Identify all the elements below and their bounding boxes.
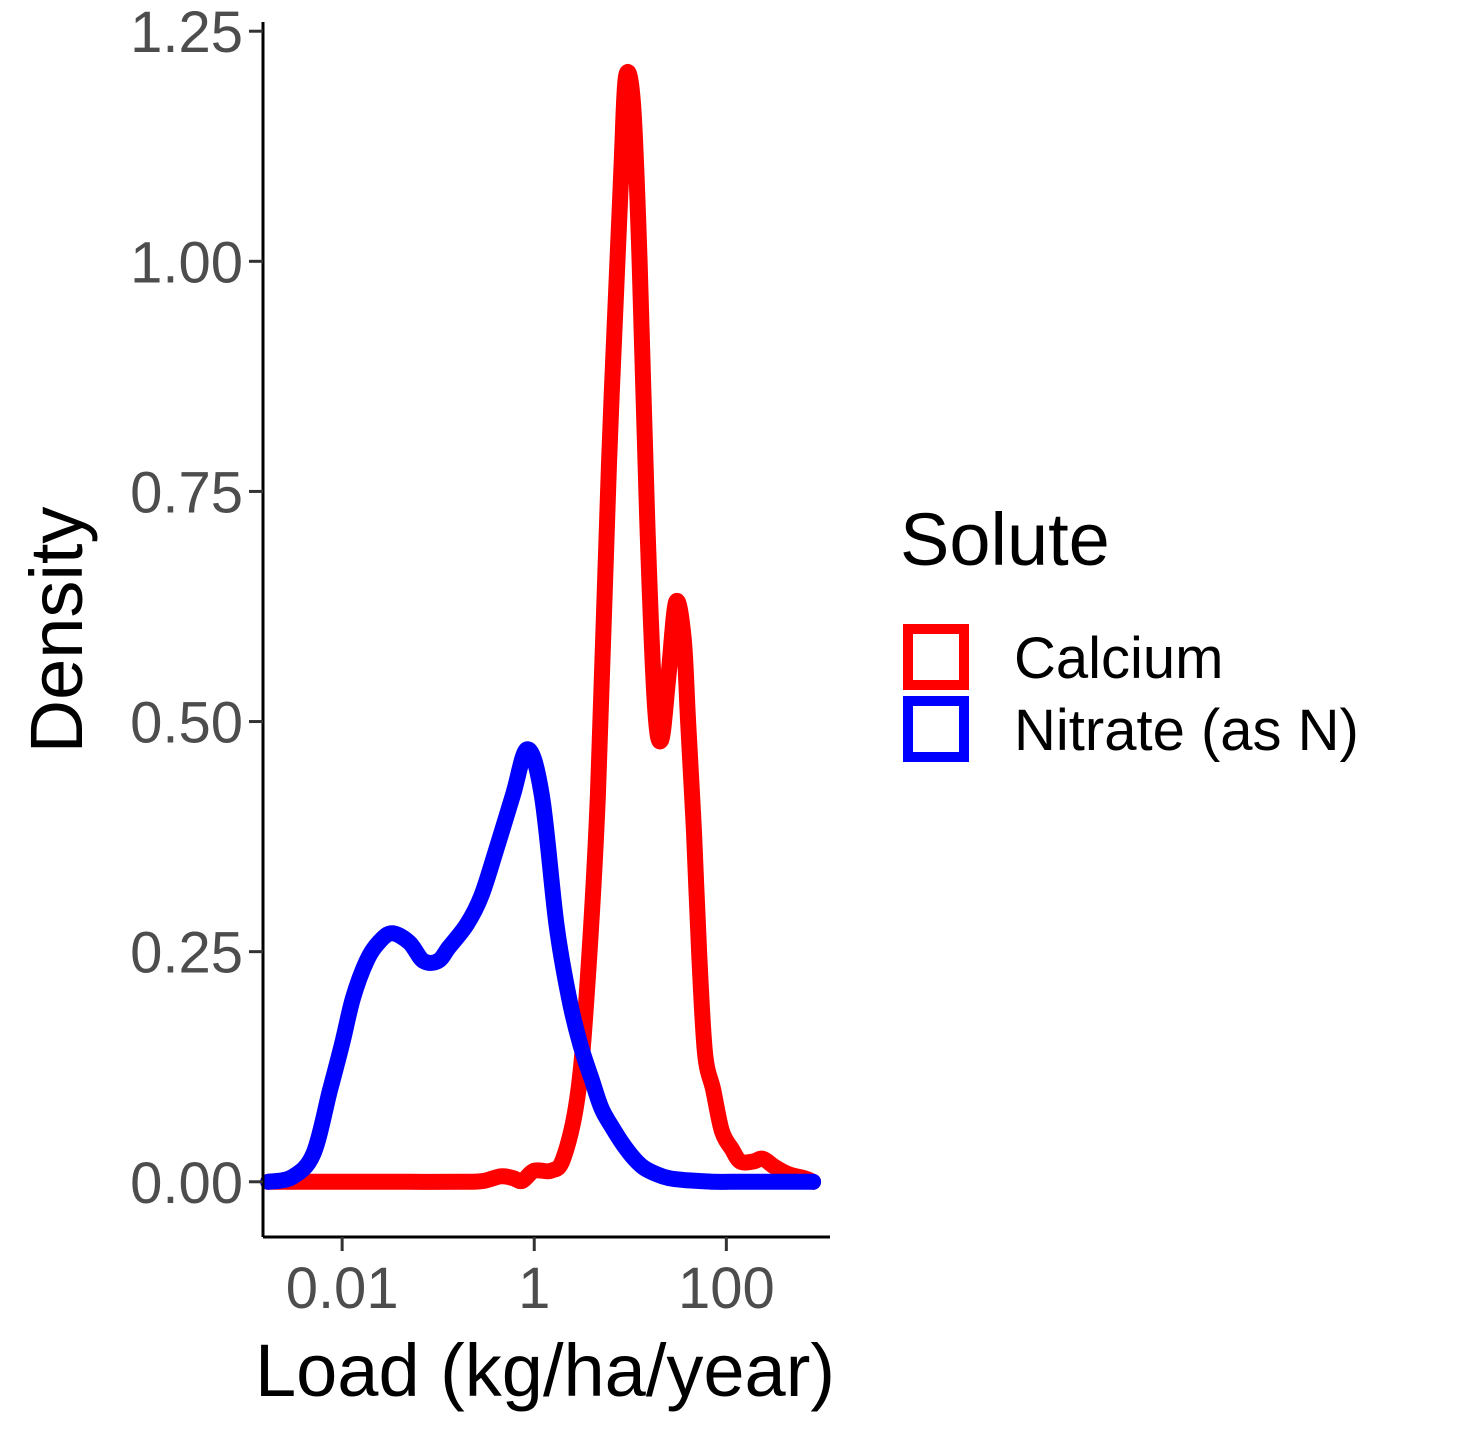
y-tick-label: 0.50 <box>130 691 243 756</box>
y-axis-title: Density <box>15 507 98 754</box>
legend-label-nitrate-as-n: Nitrate (as N) <box>1014 698 1359 763</box>
x-axis-ticks: 0.01 1 100 <box>286 1237 775 1321</box>
legend-key-nitrate-as-n <box>903 696 969 762</box>
x-axis-title: Load (kg/ha/year) <box>255 1329 835 1412</box>
legend-title: Solute <box>900 498 1110 581</box>
series-line-calcium <box>260 64 822 1190</box>
legend-label-calcium: Calcium <box>1014 626 1224 691</box>
series-layer <box>260 64 822 1190</box>
y-tick-label: 0.00 <box>130 1151 243 1216</box>
x-tick-label: 1 <box>518 1256 550 1321</box>
plot-area <box>260 64 822 1190</box>
y-tick-label: 0.25 <box>130 921 243 986</box>
legend: Solute Calcium Nitrate (as N) <box>900 498 1359 763</box>
legend-items: Calcium Nitrate (as N) <box>903 624 1359 763</box>
x-tick-label: 100 <box>678 1256 775 1321</box>
legend-key-calcium <box>903 624 969 690</box>
y-tick-label: 0.75 <box>130 460 243 525</box>
series-line-nitrate-as-n <box>260 741 822 1190</box>
y-axis-ticks: 0.00 0.25 0.50 0.75 1.00 1.25 <box>130 0 263 1216</box>
x-tick-label: 0.01 <box>286 1256 399 1321</box>
y-tick-label: 1.25 <box>130 0 243 65</box>
y-tick-label: 1.00 <box>130 230 243 295</box>
